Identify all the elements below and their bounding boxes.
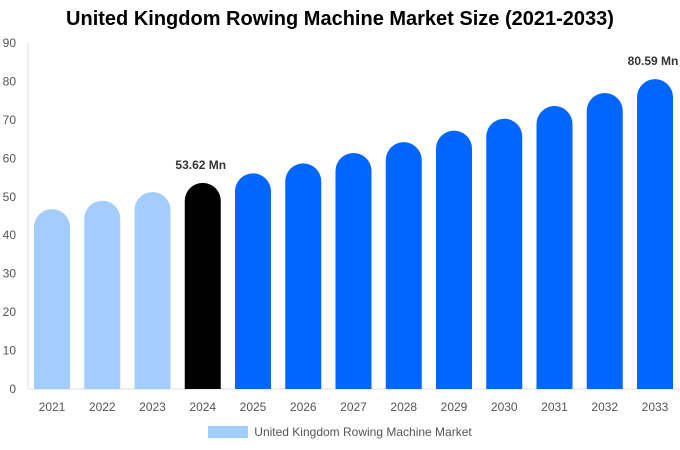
- x-tick-label: 2033: [642, 400, 669, 414]
- bar-2026: [285, 163, 322, 389]
- bar-2025: [235, 173, 271, 389]
- bar-2024: [184, 182, 221, 389]
- y-tick-label: 40: [3, 228, 17, 242]
- x-tick-label: 2028: [390, 400, 417, 414]
- chart-title: United Kingdom Rowing Machine Market Siz…: [66, 8, 614, 30]
- y-tick-label: 90: [3, 36, 17, 50]
- bar-2027: [335, 152, 372, 389]
- bar-2031: [536, 106, 573, 389]
- y-tick-label: 60: [3, 151, 17, 165]
- y-tick-label: 10: [3, 344, 17, 358]
- bar-2023: [134, 191, 171, 389]
- x-tick-label: 2032: [591, 400, 618, 414]
- x-tick-label: 2030: [491, 400, 518, 414]
- bar-2029: [436, 130, 472, 389]
- bar-2022: [84, 200, 121, 389]
- y-tick-label: 50: [3, 190, 17, 204]
- bar-2033: [637, 79, 673, 390]
- y-tick-label: 30: [3, 267, 17, 281]
- x-tick-label: 2027: [340, 400, 367, 414]
- x-tick-label: 2022: [89, 400, 116, 414]
- data-label: 53.62 Mn: [175, 158, 226, 172]
- x-tick-label: 2026: [290, 400, 317, 414]
- x-tick-label: 2031: [541, 400, 568, 414]
- x-tick-label: 2021: [39, 400, 66, 414]
- legend[interactable]: United Kingdom Rowing Machine Market: [0, 425, 680, 439]
- x-tick-label: 2029: [441, 400, 468, 414]
- legend-label: United Kingdom Rowing Machine Market: [254, 425, 472, 439]
- x-tick-label: 2024: [189, 400, 216, 414]
- bar-2028: [385, 142, 422, 389]
- y-tick-label: 70: [3, 113, 17, 127]
- x-tick-label: 2025: [240, 400, 267, 414]
- y-tick-label: 0: [9, 382, 16, 396]
- x-tick-label: 2023: [139, 400, 166, 414]
- bar-2021: [34, 209, 70, 389]
- bar-2032: [586, 92, 623, 389]
- legend-swatch: [208, 426, 249, 438]
- data-label: 80.59 Mn: [628, 54, 679, 68]
- y-tick-label: 80: [3, 74, 17, 88]
- bar-2030: [486, 118, 523, 390]
- y-tick-label: 20: [3, 305, 17, 319]
